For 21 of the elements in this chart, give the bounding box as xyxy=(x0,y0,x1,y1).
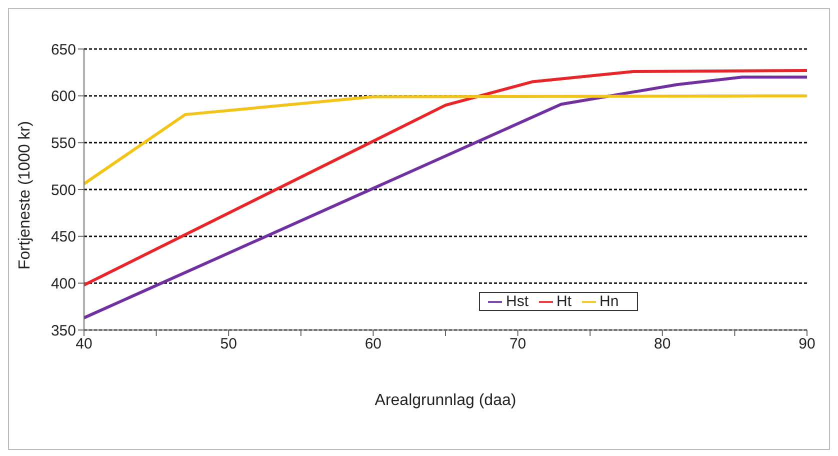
x-tick-label: 60 xyxy=(364,336,382,353)
y-tick-label: 350 xyxy=(50,322,76,340)
legend-label: Hst xyxy=(506,293,528,310)
y-tick-label: 400 xyxy=(50,275,76,292)
line-series xyxy=(84,76,807,320)
x-axis-title: Arealgrunnlag (daa) xyxy=(374,392,516,409)
y-tick-label: 450 xyxy=(50,228,76,246)
x-tick-label: 70 xyxy=(509,336,526,353)
x-tick-label: 80 xyxy=(654,336,671,353)
y-axis-title: Fortjeneste (1000 kr) xyxy=(16,120,34,270)
x-tick-label: 90 xyxy=(798,336,816,353)
y-tick-label: 500 xyxy=(50,182,76,199)
legend-label: Hn xyxy=(600,293,619,310)
x-tick-label: 40 xyxy=(76,336,92,353)
legend-label: Ht xyxy=(556,293,572,310)
x-tick-label: 50 xyxy=(220,336,237,353)
line-series xyxy=(84,69,807,287)
y-tick-label: 650 xyxy=(50,41,76,58)
line-series xyxy=(84,94,807,186)
y-tick-label: 600 xyxy=(50,88,76,106)
y-tick-label: 550 xyxy=(50,134,76,152)
